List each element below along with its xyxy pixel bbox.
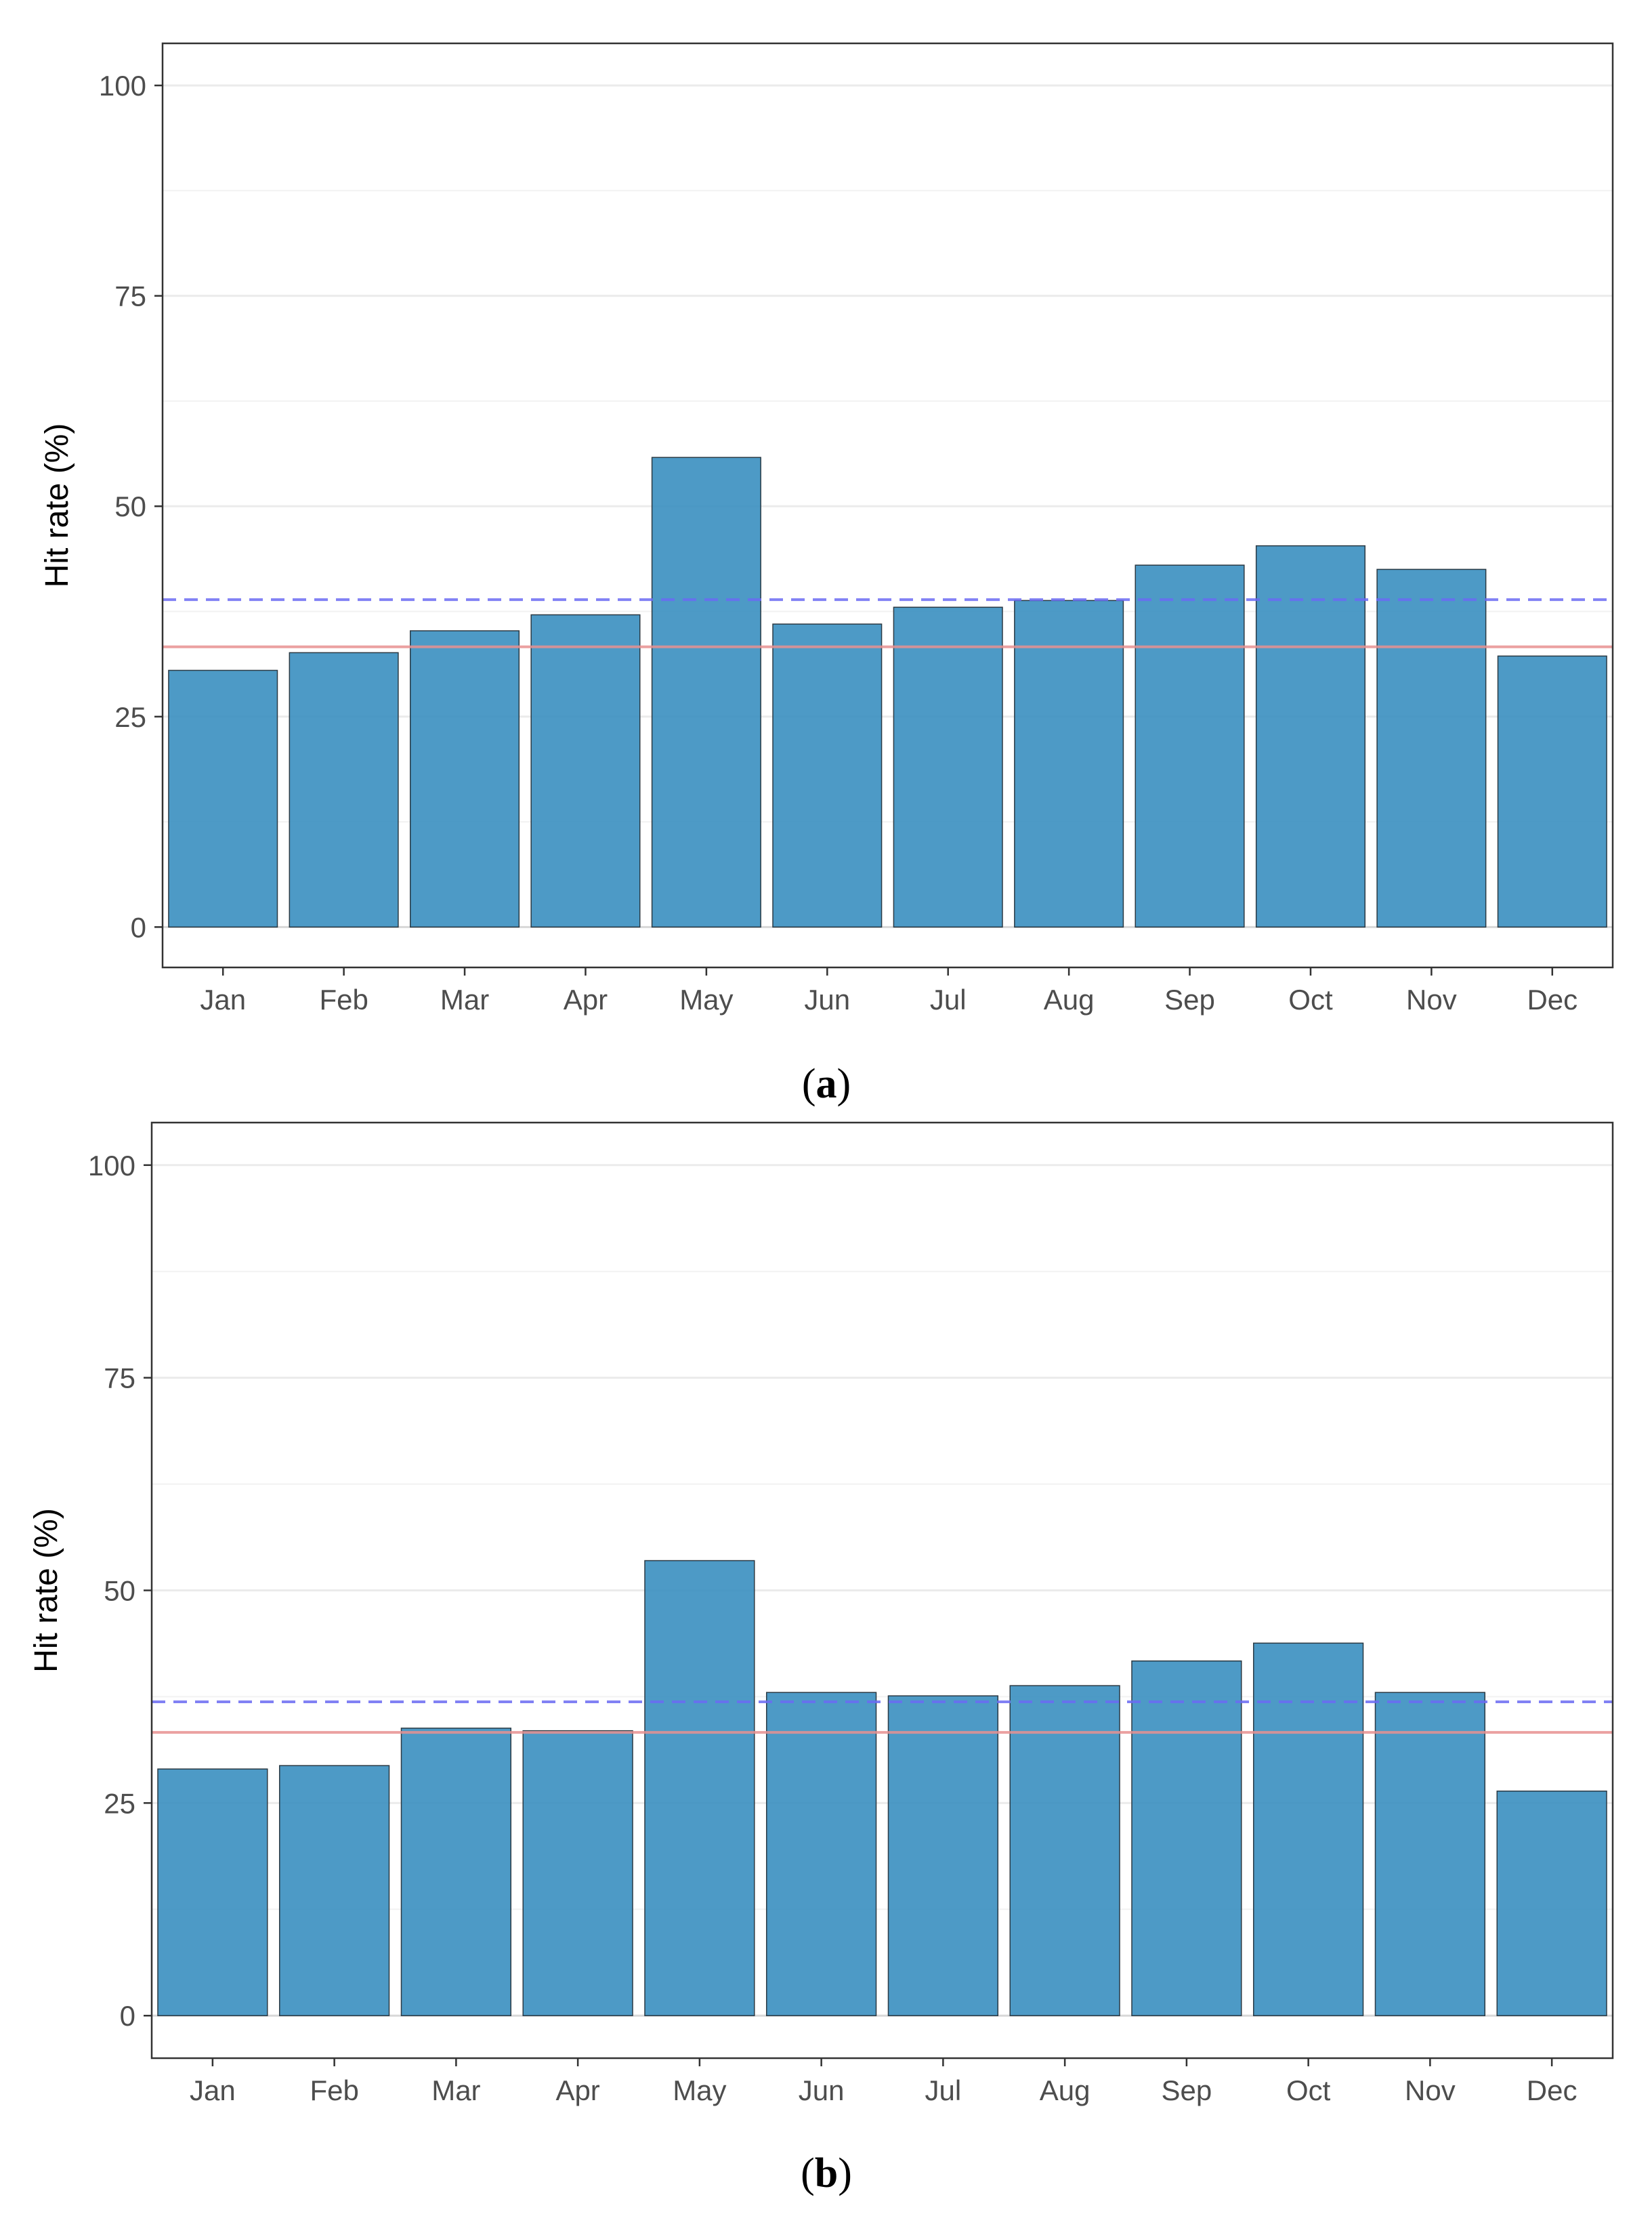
x-axis: Jan Feb Mar Apr May Jun Jul Aug Sep Oct Nov Dec (190, 2058, 1577, 2106)
bar-sep (1131, 1660, 1242, 2016)
y-tick-label: 50 (114, 490, 146, 522)
bar-series (157, 1560, 1607, 2016)
y-tick-label: 75 (114, 280, 146, 312)
x-tick-label: Oct (1286, 2074, 1331, 2106)
x-tick-label: Jan (200, 984, 246, 1016)
x-tick-label: Sep (1162, 2074, 1212, 2106)
x-tick-label: Mar (431, 2074, 480, 2106)
bar-oct (1252, 1642, 1364, 2016)
bar-jul (893, 606, 1003, 928)
y-tick-label: 100 (88, 1150, 135, 1182)
bar-may (644, 1560, 755, 2016)
x-tick-label: Apr (564, 984, 608, 1016)
bar-mar (410, 630, 520, 928)
bar-feb (289, 652, 399, 928)
chart-panel-b: 0 25 50 75 100 Jan Feb Mar Apr May Jun Jul Aug Sep Oc… (28, 1121, 1614, 2196)
bar-feb (278, 1765, 390, 2016)
x-tick-label: Apr (555, 2074, 599, 2106)
x-tick-label: Aug (1044, 984, 1095, 1016)
y-axis-title: Hit rate (%) (39, 423, 75, 588)
x-tick-label: Feb (310, 2074, 358, 2106)
x-tick-label: Aug (1040, 2074, 1090, 2106)
bar-nov (1376, 568, 1487, 928)
y-axis: 0 25 50 75 100 (99, 70, 163, 943)
y-tick-label: 0 (131, 911, 146, 943)
bar-series (168, 457, 1607, 928)
x-tick-label: Dec (1527, 984, 1577, 1016)
x-tick-label: May (679, 984, 733, 1016)
x-tick-label: Dec (1527, 2074, 1577, 2106)
y-tick-label: 0 (120, 2000, 135, 2032)
x-tick-label: Jul (930, 984, 967, 1016)
bar-jun (772, 623, 883, 928)
bar-jan (157, 1768, 268, 2016)
reference-lines (152, 1700, 1613, 1734)
y-tick-label: 100 (99, 70, 146, 102)
bar-apr (522, 1730, 633, 2016)
x-tick-label: Sep (1164, 984, 1215, 1016)
y-tick-label: 25 (104, 1787, 135, 1819)
chart-panel-a: 0 25 50 75 100 Jan Feb Mar Apr May Jun Jul Aug Sep Oc… (39, 42, 1614, 1107)
panel-label-a: (a) (802, 1061, 851, 1107)
reference-lines (163, 598, 1613, 648)
bar-jun (765, 1692, 877, 2016)
x-tick-label: Jun (799, 2074, 845, 2106)
x-tick-label: Jun (804, 984, 850, 1016)
panel-label-b: (b) (801, 2150, 852, 2196)
x-tick-label: Nov (1406, 984, 1457, 1016)
y-axis: 0 25 50 75 100 (88, 1150, 152, 2032)
x-tick-label: Jul (925, 2074, 962, 2106)
y-tick-label: 25 (114, 701, 146, 733)
bar-oct (1255, 545, 1365, 928)
x-tick-label: May (673, 2074, 726, 2106)
x-tick-label: Jan (190, 2074, 236, 2106)
x-tick-label: Mar (440, 984, 489, 1016)
bar-aug (1014, 600, 1124, 928)
bar-mar (400, 1728, 512, 2016)
minor-gridlines (152, 1270, 1613, 1910)
bar-may (651, 457, 761, 928)
minor-gridlines (163, 190, 1613, 823)
y-tick-label: 75 (104, 1362, 135, 1394)
bar-sep (1135, 564, 1245, 928)
bar-jan (168, 669, 278, 928)
major-gridlines (152, 1164, 1613, 2017)
bar-apr (530, 614, 641, 928)
bar-dec (1496, 1791, 1607, 2016)
y-tick-label: 50 (104, 1575, 135, 1607)
bar-nov (1374, 1692, 1486, 2016)
x-tick-label: Oct (1288, 984, 1333, 1016)
major-gridlines (163, 84, 1613, 928)
bar-dec (1497, 655, 1607, 928)
bar-aug (1009, 1685, 1120, 2016)
x-axis: Jan Feb Mar Apr May Jun Jul Aug Sep Oct Nov Dec (200, 967, 1577, 1016)
x-tick-label: Nov (1405, 2074, 1456, 2106)
bar-jul (887, 1695, 999, 2016)
y-axis-title: Hit rate (%) (28, 1508, 64, 1673)
x-tick-label: Feb (319, 984, 368, 1016)
